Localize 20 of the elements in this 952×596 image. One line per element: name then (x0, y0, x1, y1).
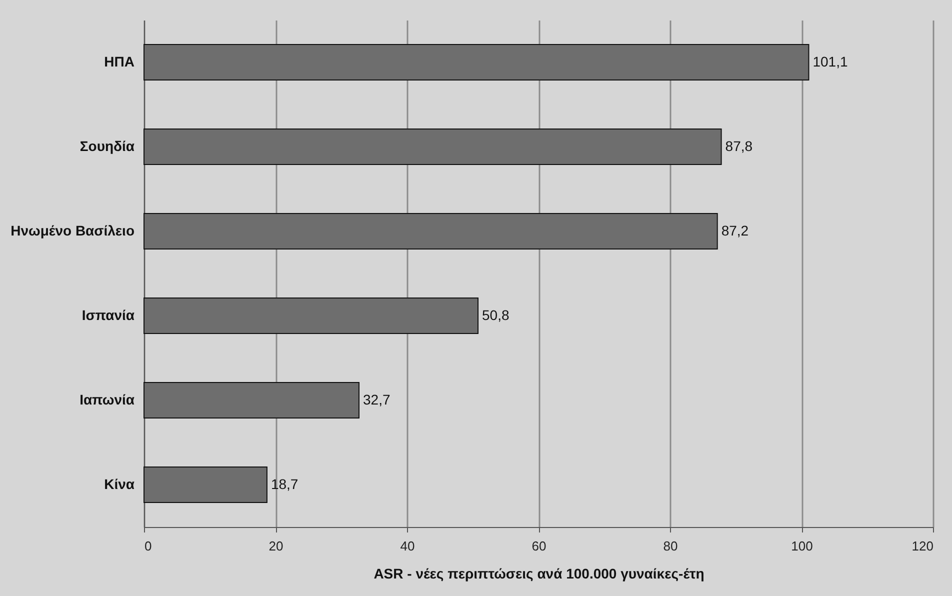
y-tick-label: Κίνα (104, 476, 135, 492)
data-label: 87,8 (725, 138, 753, 154)
data-label: 87,2 (721, 222, 749, 238)
data-label: 18,7 (270, 476, 298, 492)
x-tick-label: 0 (144, 538, 152, 554)
y-tick-label: Ηνωμένο Βασίλειο (10, 222, 134, 238)
data-label: 101,1 (812, 53, 848, 70)
y-tick-label: Ιαπωνία (80, 391, 135, 408)
data-label: 50,8 (482, 306, 510, 323)
x-tick-label: 40 (400, 538, 415, 554)
x-tick-label: 100 (791, 538, 813, 554)
x-tick-label: 80 (663, 538, 678, 554)
x-tick-label: 20 (268, 538, 284, 554)
x-tick-label: 60 (532, 538, 546, 554)
x-axis-title: ASR - νέες περιπτώσεις ανά 100.000 γυναίκες-έτη (374, 566, 704, 582)
y-tick-label: Ισπανία (82, 306, 135, 323)
x-tick-label: 120 (912, 538, 934, 554)
y-tick-label: ΗΠΑ (104, 53, 134, 70)
data-label: 32,7 (363, 391, 390, 408)
y-tick-label: Σουηδία (80, 138, 135, 154)
